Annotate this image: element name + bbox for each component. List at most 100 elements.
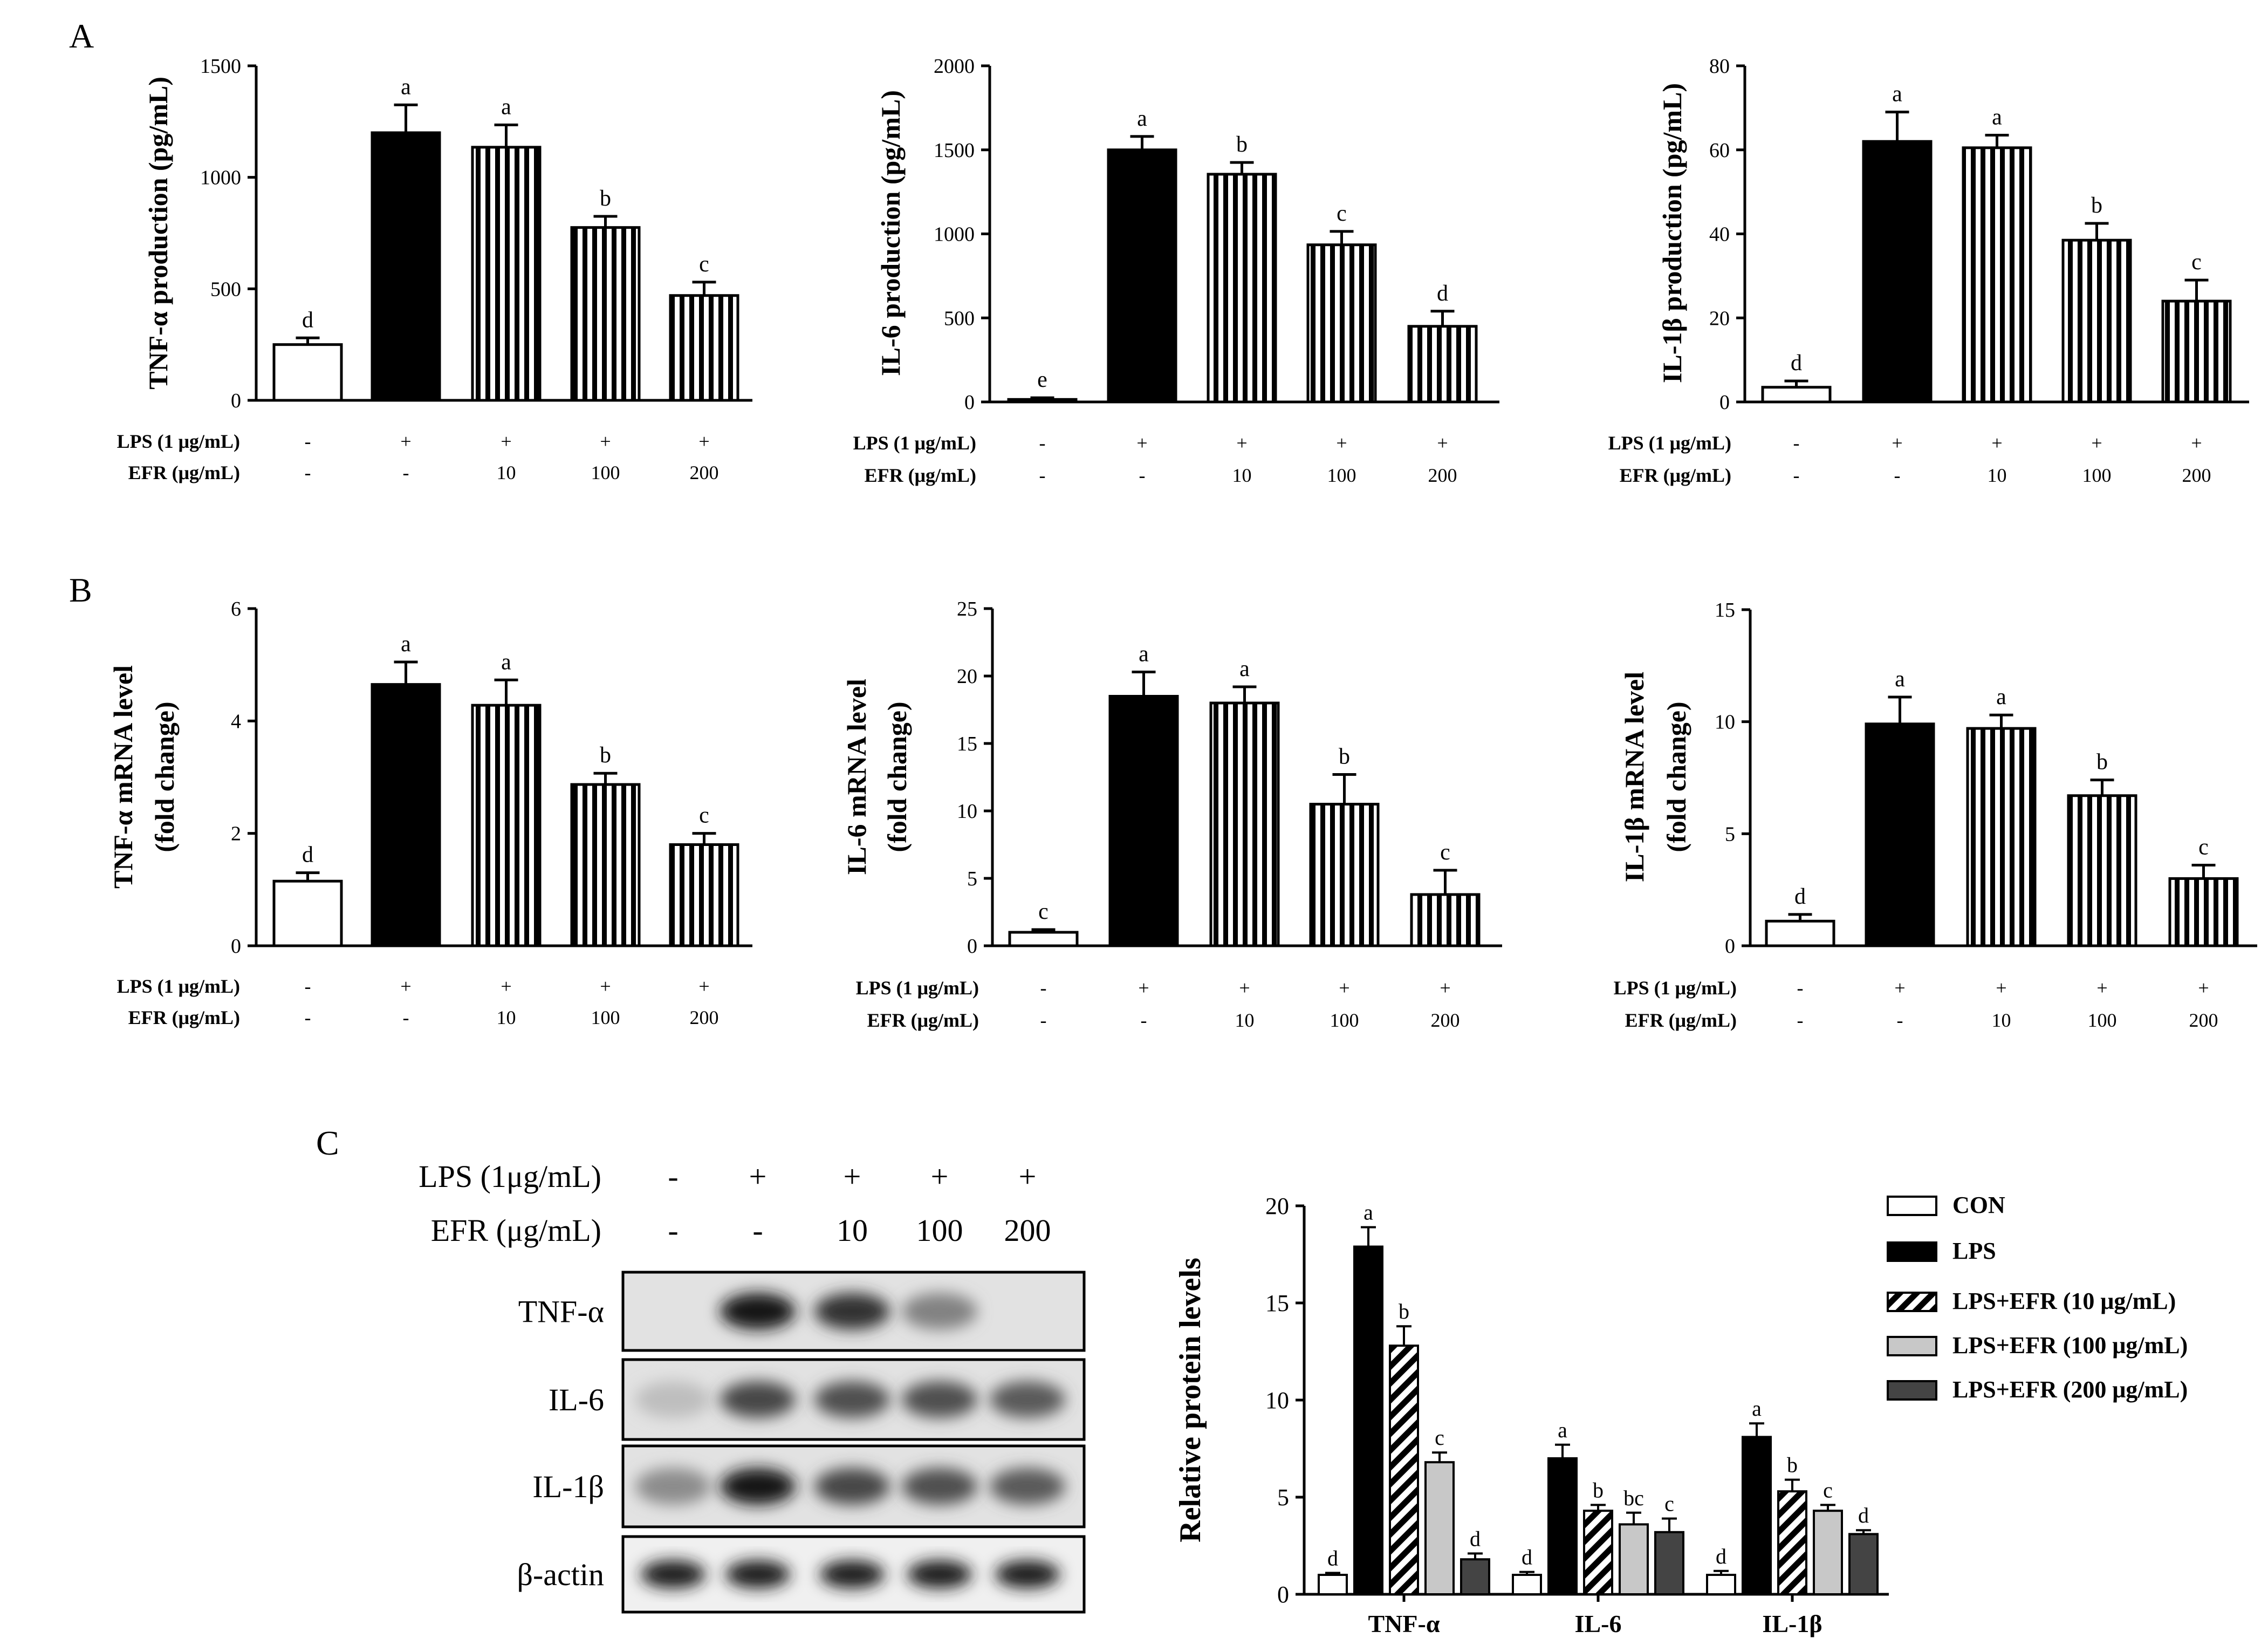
bar [1460,1558,1490,1595]
y-axis-label: IL-6 production (pg/mL) [875,90,906,376]
y-tick-label: 0 [231,935,241,958]
blot-band [720,1293,796,1330]
significance-letter: c [2198,835,2209,859]
significance-letter: d [1470,1526,1481,1551]
bar [272,879,343,947]
significance-letter: a [401,632,411,657]
bar [1865,722,1935,947]
lps-value: + [600,431,611,452]
significance-letter: b [600,186,611,211]
y-tick-label: 1500 [200,55,241,78]
significance-letter: d [1791,351,1802,376]
bar [1765,919,1835,947]
y-tick-label: 0 [1725,935,1735,958]
blot-row-label: TNF-α [518,1294,604,1329]
efr-value: 10 [1992,1009,2011,1031]
y-axis-label-2: (fold change) [149,701,180,852]
y-axis-label: IL-1β mRNA level [1619,672,1649,882]
bar [1512,1574,1542,1595]
significance-letter: a [1996,685,2006,709]
y-tick-label: 20 [957,665,977,688]
y-tick-label: 20 [1265,1193,1289,1219]
significance-letter: a [1558,1418,1567,1442]
blot-band [995,1560,1060,1588]
blot-efr-value: - [668,1213,678,1248]
blot-lps-value: + [1019,1159,1037,1194]
bar [1761,386,1832,404]
bar [570,783,641,947]
bar [1742,1436,1772,1595]
blot-band [814,1468,890,1505]
bar [1107,148,1177,404]
y-tick-label: 60 [1709,139,1730,162]
blot-lps-value: + [844,1159,861,1194]
significance-letter: d [1794,884,1806,909]
bar [1309,803,1380,947]
bar [1306,243,1377,404]
y-tick-label: 20 [1709,307,1730,330]
efr-value: 100 [2082,465,2112,486]
lps-row-label: LPS (1 μg/mL) [1614,977,1737,999]
efr-value: 100 [1330,1009,1359,1031]
significance-letter: e [1037,367,1047,392]
legend-label: LPS+EFR (100 μg/mL) [1952,1332,2188,1359]
bar [2061,238,2132,404]
y-tick-label: 0 [231,390,241,412]
bar [1654,1531,1684,1596]
panel-label-b: B [69,571,92,609]
bar [1407,325,1478,404]
blot-band [635,1381,711,1418]
blot-band [990,1468,1065,1505]
bar [272,343,343,402]
bar [1318,1574,1348,1595]
lps-value: + [501,975,511,997]
bar [1424,1461,1455,1595]
lps-value: + [1892,432,1902,454]
lps-value: - [1793,432,1800,454]
legend-swatch [1887,1241,1937,1262]
efr-value: 100 [591,462,620,483]
blot-band [635,1468,711,1505]
y-axis-label-2: (fold change) [882,701,912,852]
y-tick-label: 5 [967,868,977,890]
panel-label-a: A [69,17,94,55]
lps-value: + [501,431,511,452]
y-tick-label: 0 [967,935,977,958]
blot-band [902,1381,977,1418]
blot-efr-value: 10 [837,1213,868,1248]
significance-letter: bc [1623,1486,1644,1510]
efr-value: 10 [497,1007,516,1028]
bar [471,704,542,947]
bar [669,843,739,947]
efr-row-label: EFR (μg/mL) [1620,465,1731,486]
y-tick-label: 5 [1277,1484,1289,1511]
lps-value: + [698,431,709,452]
significance-letter: d [302,843,313,868]
bar [1848,1533,1879,1595]
bar [1583,1510,1613,1595]
y-tick-label: 5 [1725,823,1735,845]
significance-letter: c [699,803,709,828]
efr-value: 200 [690,462,719,483]
bar [2168,877,2239,947]
efr-value: - [1141,1009,1147,1031]
significance-letter: c [1440,840,1450,865]
efr-value: 200 [2182,465,2211,486]
efr-value: - [1139,465,1146,486]
blot-band [641,1560,705,1588]
efr-value: - [1897,1009,1903,1031]
y-axis-label: TNF-α mRNA level [108,665,138,889]
y-tick-label: 6 [231,598,241,620]
efr-value: - [1039,465,1046,486]
blot-band [720,1468,796,1505]
efr-value: 200 [1428,465,1457,486]
blot-efr-label: EFR (μg/mL) [431,1213,601,1248]
blot-efr-value: 200 [1004,1213,1051,1248]
efr-value: - [403,1007,409,1028]
efr-value: 100 [591,1007,620,1028]
efr-value: 200 [690,1007,719,1028]
bar [1813,1510,1843,1595]
bar [1777,1490,1807,1595]
